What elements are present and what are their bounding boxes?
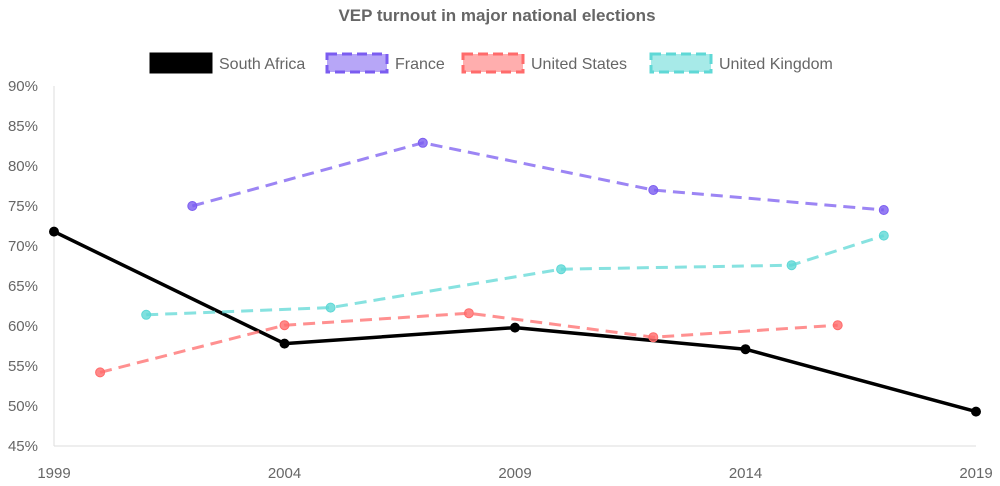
data-point[interactable] [279, 338, 290, 349]
data-point[interactable] [878, 230, 889, 241]
data-point[interactable] [878, 205, 889, 215]
series-layer [49, 137, 981, 417]
data-point[interactable] [832, 320, 843, 331]
y-tick-label: 85% [8, 118, 38, 135]
x-tick-label: 1999 [37, 465, 70, 482]
legend-item[interactable]: United States [461, 52, 627, 74]
legend-label: United States [531, 56, 627, 73]
series-south-africa [49, 226, 981, 417]
legend-swatch [325, 52, 389, 74]
data-point[interactable] [510, 322, 520, 333]
legend-item[interactable]: France [325, 52, 445, 74]
data-point[interactable] [648, 185, 659, 195]
y-tick-label: 55% [8, 358, 38, 375]
y-tick-label: 70% [8, 238, 38, 255]
legend: South Africa France United States United Ki… [149, 52, 833, 74]
legend-item[interactable]: United Kingdom [649, 52, 833, 74]
y-axis: 45% 50% 55% 60% 65% 70% 75% 80% 85% 90% [8, 78, 38, 455]
data-point[interactable] [141, 309, 152, 320]
legend-label: France [395, 56, 445, 73]
legend-swatch [461, 52, 525, 74]
y-tick-label: 60% [8, 318, 38, 335]
y-tick-label: 50% [8, 398, 38, 415]
x-axis: 1999 2004 2009 2014 2019 [37, 465, 992, 482]
legend-label: United Kingdom [719, 56, 833, 73]
y-tick-label: 75% [8, 198, 38, 215]
series-united-states [95, 308, 843, 378]
series-france [187, 137, 889, 215]
x-tick-label: 2004 [268, 465, 301, 482]
data-point[interactable] [648, 332, 659, 343]
series-united-kingdom [141, 230, 889, 320]
data-point[interactable] [417, 137, 428, 148]
y-tick-label: 45% [8, 438, 38, 455]
data-point[interactable] [786, 260, 797, 271]
series-line [99, 311, 838, 374]
legend-swatch [149, 52, 213, 74]
data-point[interactable] [971, 406, 981, 417]
y-tick-label: 90% [8, 78, 38, 95]
series-line [146, 234, 885, 317]
x-tick-label: 2009 [498, 465, 531, 482]
data-point[interactable] [556, 264, 567, 275]
legend-label: South Africa [219, 56, 305, 73]
y-tick-label: 80% [8, 158, 38, 175]
series-line [191, 141, 884, 212]
chart-title: VEP turnout in major national elections [338, 6, 655, 25]
data-point[interactable] [279, 320, 290, 331]
data-point[interactable] [187, 201, 198, 211]
data-point[interactable] [325, 302, 336, 313]
x-tick-label: 2014 [729, 465, 762, 482]
legend-swatch [649, 52, 713, 74]
data-point[interactable] [49, 226, 59, 237]
y-tick-label: 65% [8, 278, 38, 295]
legend-item[interactable]: South Africa [149, 52, 305, 74]
data-point[interactable] [95, 367, 106, 378]
x-tick-label: 2019 [959, 465, 992, 482]
data-point[interactable] [463, 308, 474, 319]
data-point[interactable] [740, 344, 751, 355]
